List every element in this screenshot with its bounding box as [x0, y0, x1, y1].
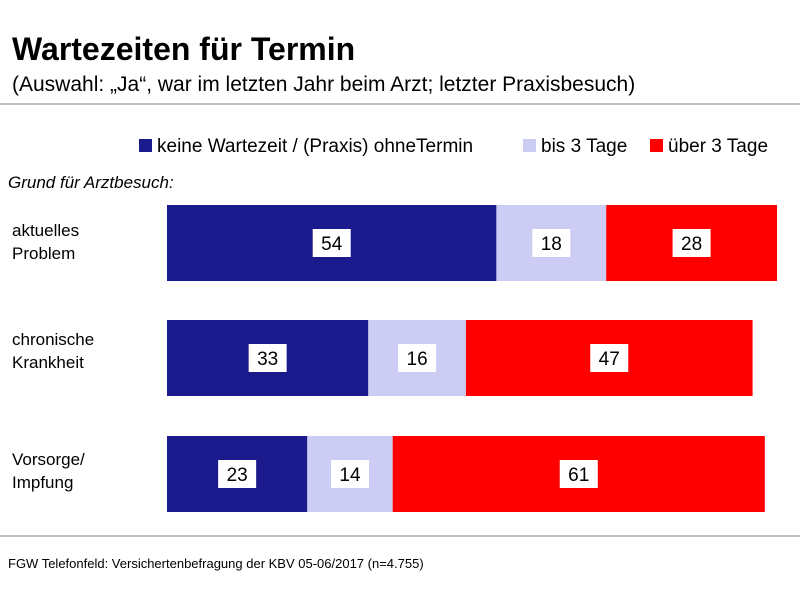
- legend-label-series-3: über 3 Tage: [668, 136, 768, 157]
- value-label-cat1-series1: 33: [257, 349, 278, 370]
- value-label-box-cat2-series1: [218, 460, 257, 488]
- value-label-box-cat0-series1: [312, 229, 351, 257]
- value-label-box-cat1-series3: [590, 344, 629, 372]
- legend-swatch-series-3: [650, 139, 663, 152]
- source-note: FGW Telefonfeld: Versichertenbefragung d…: [8, 556, 424, 571]
- category-label-1-line-2: Krankheit: [12, 353, 84, 372]
- bars: 54 18 28 33 16 47 23 14 61: [167, 205, 777, 512]
- value-label-cat2-series1: 23: [227, 465, 248, 486]
- category-label-2-line-2: Impfung: [12, 473, 73, 492]
- legend-label-series-2: bis 3 Tage: [541, 136, 627, 157]
- value-label-cat1-series2: 16: [407, 349, 428, 370]
- chart-subtitle: (Auswahl: „Ja“, war im letzten Jahr beim…: [12, 73, 635, 96]
- legend-swatch-series-2: [523, 139, 536, 152]
- value-label-cat2-series2: 14: [339, 465, 361, 486]
- value-label-box-cat2-series3: [559, 460, 598, 488]
- value-label-box-cat1-series2: [398, 344, 437, 372]
- legend-swatch-series-1: [139, 139, 152, 152]
- category-label-1-line-1: chronische: [12, 330, 94, 349]
- legend: keine Wartezeit / (Praxis) ohneTermin bi…: [139, 136, 768, 157]
- value-label-cat1-series3: 47: [599, 349, 620, 370]
- value-label-box-cat2-series2: [331, 460, 369, 488]
- value-label-cat0-series1: 54: [321, 234, 343, 255]
- value-label-cat2-series3: 61: [568, 465, 589, 486]
- category-label-2-line-1: Vorsorge/: [12, 450, 85, 469]
- category-label-0-line-2: Problem: [12, 244, 75, 263]
- value-label-box-cat1-series1: [248, 344, 287, 372]
- value-label-box-cat0-series2: [532, 229, 571, 257]
- chart-title: Wartezeiten für Termin: [12, 31, 355, 67]
- value-label-box-cat0-series3: [672, 229, 711, 257]
- category-labels: aktuelles Problem chronische Krankheit V…: [12, 221, 94, 492]
- value-label-cat0-series2: 18: [541, 234, 562, 255]
- value-label-cat0-series3: 28: [681, 234, 702, 255]
- legend-label-series-1: keine Wartezeit / (Praxis) ohneTermin: [157, 136, 473, 157]
- section-label: Grund für Arztbesuch:: [8, 173, 174, 192]
- category-label-0-line-1: aktuelles: [12, 221, 79, 240]
